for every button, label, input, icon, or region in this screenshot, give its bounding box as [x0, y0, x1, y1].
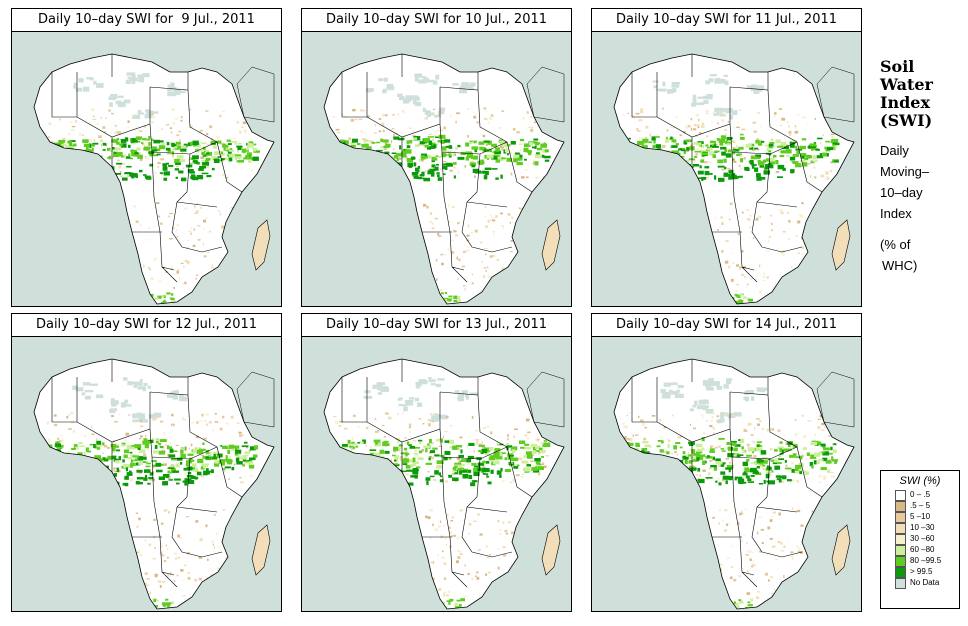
- swi-field: [330, 73, 551, 304]
- panel-title: Daily 10–day SWI for 9 Jul., 2011: [11, 8, 282, 32]
- eurasia-coastline: [236, 66, 275, 123]
- africa-landmass: [34, 359, 274, 609]
- sidebar-unit: (% of WHC): [880, 234, 965, 276]
- unit-line: (% of: [880, 237, 911, 252]
- africa-landmass: [614, 359, 854, 609]
- panel-title: Daily 10–day SWI for 12 Jul., 2011: [11, 313, 282, 337]
- legend-label: No Data: [910, 578, 940, 587]
- legend-label: 5 –10: [910, 512, 931, 521]
- swi-map-panel-3: Daily 10–day SWI for 11 Jul., 2011: [591, 8, 862, 307]
- desc-line: Index: [880, 206, 912, 221]
- swi-map-panel-1: Daily 10–day SWI for 9 Jul., 2011: [11, 8, 282, 307]
- panel-title: Daily 10–day SWI for 14 Jul., 2011: [591, 313, 862, 337]
- sidebar-desc: Daily Moving– 10–day Index: [880, 140, 965, 224]
- legend-label: .5 – 5: [910, 501, 931, 510]
- africa-map: [591, 31, 862, 307]
- map-svg: [613, 358, 855, 610]
- eurasia-coastline: [526, 371, 565, 428]
- eurasia-coastline: [526, 66, 565, 123]
- madagascar: [251, 219, 271, 271]
- legend-swatch: [895, 545, 906, 556]
- africa-landmass: [324, 54, 564, 304]
- legend-item: 0 – .5: [895, 490, 959, 501]
- desc-line: 10–day: [880, 185, 923, 200]
- madagascar: [541, 219, 561, 271]
- madagascar: [541, 524, 561, 576]
- panel-title: Daily 10–day SWI for 13 Jul., 2011: [301, 313, 572, 337]
- eurasia-coastline: [816, 66, 855, 123]
- africa-coastline: [613, 53, 855, 305]
- legend-swatch: [895, 501, 906, 512]
- eurasia-coastline: [236, 371, 275, 428]
- map-svg: [323, 53, 565, 305]
- madagascar: [831, 219, 851, 271]
- desc-line: Moving–: [880, 164, 930, 179]
- country-borders: [631, 359, 823, 588]
- legend-swatch: [895, 523, 906, 534]
- africa-coastline: [613, 358, 855, 610]
- africa-map: [11, 336, 282, 612]
- legend-item: 10 –30: [895, 523, 959, 534]
- swi-map-panel-5: Daily 10–day SWI for 13 Jul., 2011: [301, 313, 572, 612]
- africa-coastline: [33, 358, 275, 610]
- africa-map: [301, 31, 572, 307]
- legend-label: 0 – .5: [910, 490, 931, 499]
- legend-item: 30 –60: [895, 534, 959, 545]
- legend-item: 60 –80: [895, 545, 959, 556]
- legend-item: No Data: [895, 578, 959, 589]
- legend-swatch: [895, 512, 906, 523]
- title-line: Index: [880, 93, 931, 112]
- legend-swatch: [895, 534, 906, 545]
- swi-map-panel-4: Daily 10–day SWI for 12 Jul., 2011: [11, 313, 282, 612]
- title-line: Water: [880, 75, 933, 94]
- map-svg: [323, 358, 565, 610]
- sidebar-title: Soil Water Index (SWI): [880, 58, 965, 130]
- sidebar-description: Soil Water Index (SWI) Daily Moving– 10–…: [880, 58, 965, 276]
- swi-map-panel-6: Daily 10–day SWI for 14 Jul., 2011: [591, 313, 862, 612]
- country-borders: [51, 359, 243, 588]
- title-line: (SWI): [880, 111, 933, 130]
- legend-item: 5 –10: [895, 512, 959, 523]
- desc-line: Daily: [880, 143, 909, 158]
- legend-label: 30 –60: [910, 534, 935, 543]
- map-svg: [33, 358, 275, 610]
- map-svg: [613, 53, 855, 305]
- legend-swatch: [895, 556, 906, 567]
- panel-title: Daily 10–day SWI for 11 Jul., 2011: [591, 8, 862, 32]
- africa-coastline: [323, 53, 565, 305]
- legend-swatch: [895, 490, 906, 501]
- africa-coastline: [323, 358, 565, 610]
- swi-map-panel-2: Daily 10–day SWI for 10 Jul., 2011: [301, 8, 572, 307]
- legend-swatch: [895, 567, 906, 578]
- madagascar: [831, 524, 851, 576]
- africa-map: [11, 31, 282, 307]
- africa-landmass: [34, 54, 274, 304]
- country-borders: [341, 359, 533, 588]
- africa-map: [301, 336, 572, 612]
- legend-item: .5 – 5: [895, 501, 959, 512]
- country-borders: [341, 54, 533, 283]
- legend-label: 10 –30: [910, 523, 935, 532]
- map-svg: [33, 53, 275, 305]
- swi-legend: SWI (%) 0 – .5 .5 – 5 5 –10 10 –30 30 –6…: [880, 470, 960, 609]
- swi-field: [330, 377, 551, 609]
- legend-item: 80 –99.5: [895, 556, 959, 567]
- country-borders: [51, 54, 243, 283]
- legend-item: > 99.5: [895, 567, 959, 578]
- unit-line: WHC): [882, 258, 918, 273]
- country-borders: [631, 54, 823, 283]
- legend-swatch: [895, 578, 906, 589]
- madagascar: [251, 524, 271, 576]
- panel-title: Daily 10–day SWI for 10 Jul., 2011: [301, 8, 572, 32]
- eurasia-coastline: [816, 371, 855, 428]
- legend-label: 80 –99.5: [910, 556, 942, 565]
- title-line: Soil: [880, 57, 915, 76]
- legend-label: 60 –80: [910, 545, 935, 554]
- africa-landmass: [324, 359, 564, 609]
- africa-map: [591, 336, 862, 612]
- africa-coastline: [33, 53, 275, 305]
- legend-label: > 99.5: [910, 567, 933, 576]
- legend-title: SWI (%): [899, 475, 941, 487]
